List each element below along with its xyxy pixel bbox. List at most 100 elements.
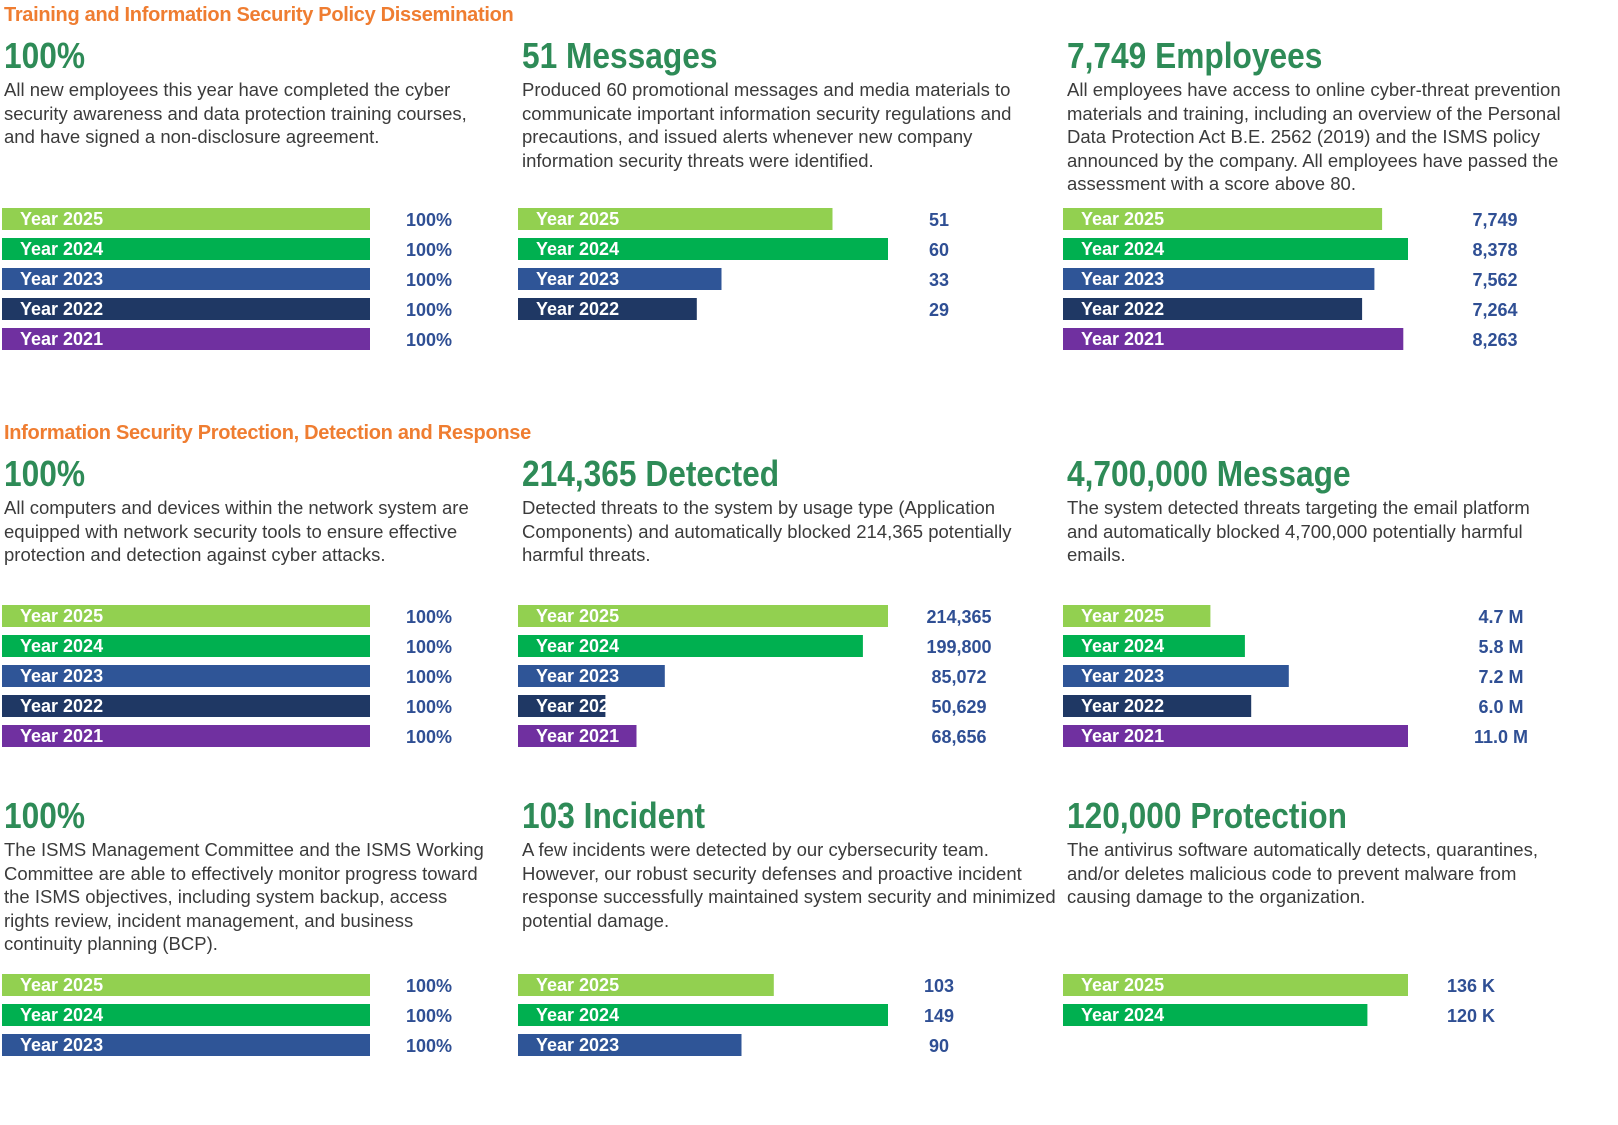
bar-value-label: 100%: [406, 1036, 452, 1056]
bar: [518, 725, 637, 747]
bar: [2, 208, 370, 230]
bar: [2, 298, 370, 320]
bar-value-label: 120 K: [1447, 1006, 1495, 1026]
description-line: potential damage.: [522, 909, 670, 931]
bar: [2, 328, 370, 350]
bar-value-label: 33: [929, 270, 949, 290]
year-bar-chart: Year 2025 103 Year 2024 149 Year 2023 90: [518, 974, 954, 1056]
description-line: protection and detection against cyber a…: [4, 544, 386, 565]
bar: [1063, 238, 1408, 260]
description-line: All employees have access to online cybe…: [1067, 79, 1561, 100]
bar-value-label: 100%: [406, 330, 452, 350]
section-title-protection: Information Security Protection, Detecti…: [4, 422, 531, 444]
bar-value-label: 7,562: [1472, 270, 1517, 290]
bar-value-label: 100%: [406, 1006, 452, 1026]
year-bar-chart: Year 2025 100% Year 2024 100% Year 2023 100%: [2, 974, 452, 1056]
stat-description: All new employees this year have complet…: [4, 78, 467, 149]
bar: [518, 974, 774, 996]
bar: [1063, 665, 1289, 687]
bar-value-label: 7.2 M: [1478, 667, 1523, 687]
description-line: The antivirus software automatically det…: [1067, 839, 1538, 860]
bar: [1063, 635, 1245, 657]
bar: [2, 605, 370, 627]
bar-category-label: Year 2025: [20, 975, 103, 995]
stat-headline: 4,700,000 Message: [1067, 453, 1351, 494]
description-line: assessment with a score above 80.: [1067, 173, 1356, 194]
stat-headline: 100%: [4, 795, 86, 836]
bar-category-label: Year 2025: [20, 209, 103, 229]
stat-description: All employees have access to online cybe…: [1067, 78, 1561, 196]
description-line: and/or deletes malicious code to prevent…: [1067, 862, 1517, 884]
bar-value-label: 7,749: [1472, 210, 1517, 230]
bar-category-label: Year 2023: [536, 1035, 619, 1055]
bar-value-label: 11.0 M: [1474, 727, 1528, 747]
stat-description: The ISMS Management Committee and the IS…: [4, 838, 484, 956]
bar-category-label: Year 2025: [20, 606, 103, 626]
bar-value-label: 51: [929, 210, 949, 230]
bar-category-label: Year 2024: [20, 1005, 103, 1025]
bar-category-label: Year 2022: [536, 696, 619, 716]
bar-category-label: Year 2023: [536, 269, 619, 289]
bar-value-label: 50,629: [931, 697, 986, 717]
year-bar-chart: Year 2025 136 K Year 2024 120 K: [1063, 974, 1495, 1026]
bar-value-label: 100%: [406, 976, 452, 996]
stat-headline: 51 Messages: [522, 35, 718, 76]
bar-value-label: 7,264: [1472, 300, 1517, 320]
description-line: Produced 60 promotional messages and med…: [522, 79, 1011, 100]
description-line: Committee are able to effectively monito…: [4, 862, 478, 884]
bar-category-label: Year 2022: [1081, 696, 1164, 716]
bar-category-label: Year 2025: [536, 209, 619, 229]
bar: [2, 635, 370, 657]
bar: [2, 665, 370, 687]
stat-description: The antivirus software automatically det…: [1067, 838, 1538, 909]
description-line: announced by the company. All employees …: [1067, 149, 1559, 171]
bar-value-label: 136 K: [1447, 976, 1495, 996]
stat-headline: 214,365 Detected: [522, 453, 780, 494]
bar-category-label: Year 2021: [536, 726, 619, 746]
bar-value-label: 4.7 M: [1478, 607, 1523, 627]
description-line: Data Protection Act B.E. 2562 (2019) and…: [1067, 126, 1541, 147]
bar: [1063, 695, 1252, 717]
bar-category-label: Year 2022: [20, 696, 103, 716]
bar-category-label: Year 2024: [20, 239, 103, 259]
bar-category-label: Year 2024: [1081, 239, 1164, 259]
description-line: materials and training, including an ove…: [1067, 102, 1561, 124]
bar-category-label: Year 2025: [1081, 606, 1164, 626]
bar: [2, 725, 370, 747]
description-line: causing damage to the organization.: [1067, 886, 1366, 907]
description-line: All computers and devices within the net…: [4, 497, 469, 518]
description-line: continuity planning (BCP).: [4, 933, 218, 954]
bar-category-label: Year 2022: [1081, 299, 1164, 319]
stat-description: All computers and devices within the net…: [4, 496, 469, 567]
bar-category-label: Year 2023: [20, 1035, 103, 1055]
bar: [2, 1004, 370, 1026]
bar-value-label: 100%: [406, 697, 452, 717]
bar-value-label: 100%: [406, 607, 452, 627]
bar-category-label: Year 2023: [20, 666, 103, 686]
bar-category-label: Year 2024: [536, 636, 619, 656]
bar-category-label: Year 2021: [20, 726, 103, 746]
bar-value-label: 68,656: [931, 727, 986, 747]
description-line: and automatically blocked 4,700,000 pote…: [1067, 520, 1523, 542]
bar-category-label: Year 2025: [1081, 209, 1164, 229]
bar: [1063, 1004, 1368, 1026]
stat-description: The system detected threats targeting th…: [1067, 496, 1530, 567]
bar-value-label: 90: [929, 1036, 949, 1056]
stat-headline: 100%: [4, 453, 86, 494]
bar: [518, 1034, 742, 1056]
bar-value-label: 8,263: [1472, 330, 1517, 350]
bar-category-label: Year 2021: [1081, 726, 1164, 746]
bar-category-label: Year 2021: [20, 329, 103, 349]
description-line: harmful threats.: [522, 544, 651, 565]
bar: [518, 208, 833, 230]
bar: [2, 974, 370, 996]
bar: [1063, 974, 1408, 996]
bar-value-label: 100%: [406, 727, 452, 747]
bar: [518, 605, 888, 627]
bar: [518, 238, 888, 260]
bar-category-label: Year 2023: [1081, 269, 1164, 289]
description-line: emails.: [1067, 544, 1126, 565]
bar-category-label: Year 2023: [20, 269, 103, 289]
description-line: the ISMS objectives, including system ba…: [4, 886, 448, 907]
bar-category-label: Year 2024: [536, 1005, 619, 1025]
